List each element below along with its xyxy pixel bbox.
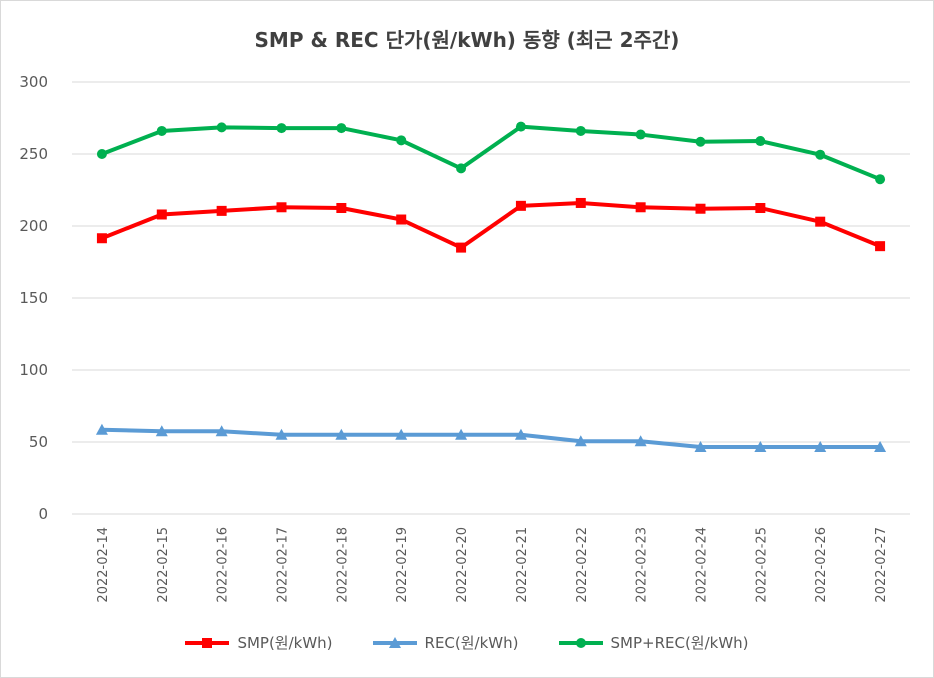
y-tick-label: 200	[19, 217, 48, 235]
data-point	[155, 425, 168, 437]
x-tick-label: 2022-02-17	[276, 527, 291, 603]
y-tick-label: 100	[19, 361, 48, 379]
data-point	[575, 125, 586, 136]
data-point	[95, 423, 108, 435]
data-point	[215, 425, 228, 437]
data-point	[455, 428, 468, 440]
data-point	[815, 149, 826, 160]
data-point	[216, 122, 227, 133]
data-point	[754, 441, 767, 453]
data-point	[456, 242, 467, 253]
data-point	[335, 428, 348, 440]
y-tick-label: 50	[29, 433, 48, 451]
data-point	[635, 202, 646, 213]
data-point	[515, 121, 526, 132]
x-tick-label: 2022-02-26	[814, 527, 829, 603]
x-tick-label: 2022-02-24	[695, 527, 710, 603]
x-tick-label: 2022-02-16	[216, 527, 231, 603]
data-point	[396, 135, 407, 146]
y-tick-label: 150	[19, 289, 48, 307]
data-point	[874, 441, 887, 453]
series-line	[101, 427, 881, 450]
legend-label: SMP+REC(원/kWh)	[610, 634, 749, 652]
data-point	[875, 241, 886, 252]
legend-item: SMP(원/kWh)	[185, 632, 333, 653]
y-tick-label: 250	[19, 145, 48, 163]
data-point	[514, 428, 527, 440]
x-tick-label: 2022-02-25	[754, 527, 769, 603]
data-point	[395, 428, 408, 440]
x-tick-label: 2022-02-22	[575, 527, 590, 603]
x-tick-label: 2022-02-23	[635, 527, 650, 603]
series-line	[101, 124, 881, 182]
data-point	[574, 435, 587, 447]
chart-title: SMP & REC 단가(원/kWh) 동향 (최근 2주간)	[254, 28, 680, 52]
data-point	[634, 435, 647, 447]
x-tick-label: 2022-02-27	[874, 527, 889, 603]
x-tick-label: 2022-02-21	[515, 527, 530, 603]
y-tick-label: 0	[38, 505, 48, 523]
legend-item: SMP+REC(원/kWh)	[558, 632, 749, 653]
data-point	[96, 149, 107, 159]
data-point	[275, 428, 288, 440]
legend-swatch	[558, 637, 603, 648]
data-point	[336, 123, 347, 134]
legend-swatch	[185, 637, 230, 648]
data-point	[456, 163, 467, 174]
legend-label: REC(원/kWh)	[424, 634, 519, 652]
data-point	[755, 136, 766, 147]
data-point	[96, 233, 107, 244]
data-point	[515, 200, 526, 211]
data-point	[396, 214, 407, 225]
data-point	[276, 123, 287, 134]
x-tick-label: 2022-02-15	[156, 527, 171, 603]
data-point	[575, 197, 586, 208]
legend-label: SMP(원/kWh)	[237, 634, 333, 652]
legend: SMP(원/kWh) REC(원/kWh) SMP+REC(원/kWh)	[0, 632, 934, 653]
data-point	[694, 441, 707, 453]
legend-item: REC(원/kWh)	[372, 632, 519, 653]
x-tick-label: 2022-02-20	[455, 527, 470, 603]
data-point	[695, 203, 706, 214]
x-tick-label: 2022-02-14	[96, 527, 111, 603]
x-tick-label: 2022-02-19	[395, 527, 410, 603]
data-point	[875, 174, 886, 185]
series-line	[101, 200, 881, 250]
y-tick-label: 300	[19, 73, 48, 91]
data-point	[216, 205, 227, 216]
x-tick-label: 2022-02-18	[335, 527, 350, 603]
data-point	[336, 203, 347, 213]
data-point	[815, 216, 826, 227]
data-point	[276, 202, 287, 213]
data-point	[635, 129, 646, 140]
data-point	[814, 441, 827, 453]
data-point	[755, 203, 766, 213]
data-point	[156, 209, 167, 220]
data-point	[695, 136, 706, 147]
legend-swatch	[372, 636, 417, 648]
data-point	[156, 125, 167, 136]
